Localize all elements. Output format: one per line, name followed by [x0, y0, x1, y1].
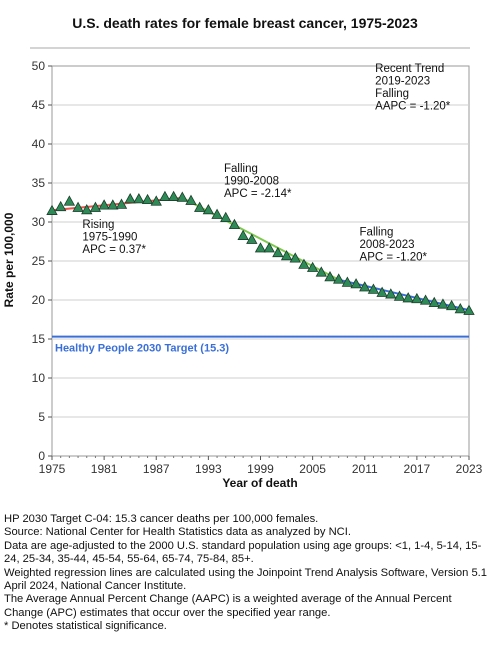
data-point	[167, 190, 180, 201]
data-point	[202, 203, 215, 215]
y-tick-label: 25	[32, 254, 46, 268]
data-point	[367, 283, 380, 294]
data-point	[133, 193, 145, 204]
data-point	[463, 304, 475, 315]
data-point	[63, 195, 76, 206]
y-tick-label: 40	[32, 137, 46, 151]
trend-line	[338, 278, 470, 312]
data-point	[81, 203, 93, 215]
data-point	[411, 292, 423, 304]
data-point	[228, 218, 241, 230]
data-point	[141, 193, 154, 205]
footnote-hp-target: HP 2030 Target C-04: 15.3 cancer deaths …	[4, 513, 319, 525]
data-point	[254, 242, 267, 253]
footnote-significance: * Denotes statistical significance.	[4, 620, 167, 633]
x-tick-label: 2023	[456, 462, 483, 476]
x-tick-label: 2005	[299, 462, 326, 476]
footnote-aapc: The Average Annual Percent Change (AAPC)…	[4, 593, 452, 619]
data-point	[402, 292, 414, 303]
data-point	[263, 242, 275, 253]
data-point	[194, 201, 206, 212]
chart-title: U.S. death rates for female breast cance…	[72, 15, 418, 31]
data-point	[124, 193, 136, 204]
data-point	[107, 199, 119, 210]
annotation-falling1-line: APC = -2.14*	[224, 188, 292, 200]
y-tick-label: 35	[32, 176, 46, 190]
data-points	[46, 190, 475, 315]
y-tick-label: 20	[32, 293, 46, 307]
axes: 0 5 10 15 20 25 30 35 40 45 50 1975 1981 1987 1993 1999…	[32, 59, 483, 476]
y-tick-label: 50	[32, 59, 46, 73]
annotation-recent-line: Falling	[375, 88, 409, 100]
data-point	[376, 286, 388, 297]
data-point	[98, 199, 110, 210]
data-point	[55, 200, 67, 212]
data-point	[115, 198, 128, 209]
x-tick-label: 2017	[404, 462, 431, 476]
data-point	[341, 276, 354, 287]
data-point	[237, 229, 249, 240]
x-tick-label: 2011	[352, 462, 378, 476]
annotation-falling1-line: Falling	[224, 163, 258, 175]
annotation-falling2-line: Falling	[360, 226, 394, 238]
annotation-rising-line: Rising	[82, 219, 114, 231]
data-point	[150, 195, 162, 206]
data-point	[350, 278, 362, 289]
data-point	[315, 266, 327, 277]
data-point	[72, 201, 84, 212]
data-point	[211, 208, 223, 219]
data-point	[359, 281, 371, 292]
reference-line-label: Healthy People 2030 Target (15.3)	[55, 343, 229, 355]
x-tick-label: 1999	[247, 462, 274, 476]
x-tick-label: 1993	[195, 462, 222, 476]
data-point	[428, 296, 440, 308]
y-tick-label: 5	[38, 410, 45, 424]
data-point	[89, 201, 102, 212]
footnote-age-adjustment: Data are age-adjusted to the 2000 U.S. s…	[4, 539, 482, 566]
data-point	[393, 290, 406, 301]
reference-line-group: Healthy People 2030 Target (15.3)	[52, 335, 469, 355]
data-point	[280, 249, 293, 261]
annotation-rising-line: 1975-1990	[82, 232, 137, 244]
data-point	[306, 261, 319, 272]
annotation-rising-line: APC = 0.37*	[82, 244, 146, 256]
data-point	[46, 204, 58, 215]
chart: U.S. death rates for female breast cance…	[2, 15, 483, 490]
y-tick-label: 15	[32, 332, 46, 346]
data-point	[159, 190, 171, 201]
footnote-source: Source: National Center for Health Stati…	[4, 526, 351, 539]
x-tick-label: 1981	[91, 462, 118, 476]
annotation-falling2-line: APC = -1.20*	[360, 251, 428, 263]
data-point	[324, 271, 336, 282]
annotation-falling1-line: 1990-2008	[224, 176, 279, 188]
annotation-recent-line: AAPC = -1.20*	[375, 101, 451, 113]
data-point	[419, 294, 432, 305]
x-tick-label: 1987	[143, 462, 170, 476]
data-point	[220, 211, 232, 223]
footnotes: HP 2030 Target C-04: 15.3 cancer deaths …	[4, 513, 488, 634]
data-point	[454, 303, 466, 314]
y-tick-label: 0	[38, 449, 45, 463]
x-axis-label: Year of death	[222, 476, 297, 490]
data-point	[385, 288, 397, 299]
data-point	[298, 258, 310, 269]
data-point	[176, 191, 188, 202]
y-tick-label: 10	[32, 371, 46, 385]
data-point	[289, 252, 301, 263]
data-point	[333, 273, 345, 284]
y-tick-label: 45	[32, 98, 46, 112]
data-point	[185, 194, 197, 205]
annotation-recent-line: 2019-2023	[375, 76, 430, 88]
annotation-falling2-line: 2008-2023	[360, 239, 415, 251]
data-point	[437, 298, 449, 309]
y-axis-label: Rate per 100,000	[2, 212, 16, 307]
x-tick-label: 1975	[39, 462, 66, 476]
footnote-regression: Weighted regression lines are calculated…	[4, 566, 487, 593]
data-point	[445, 299, 458, 311]
annotation-recent-line: Recent Trend	[375, 63, 444, 75]
data-point	[272, 246, 284, 258]
y-tick-label: 30	[32, 215, 46, 229]
data-point	[246, 233, 258, 244]
